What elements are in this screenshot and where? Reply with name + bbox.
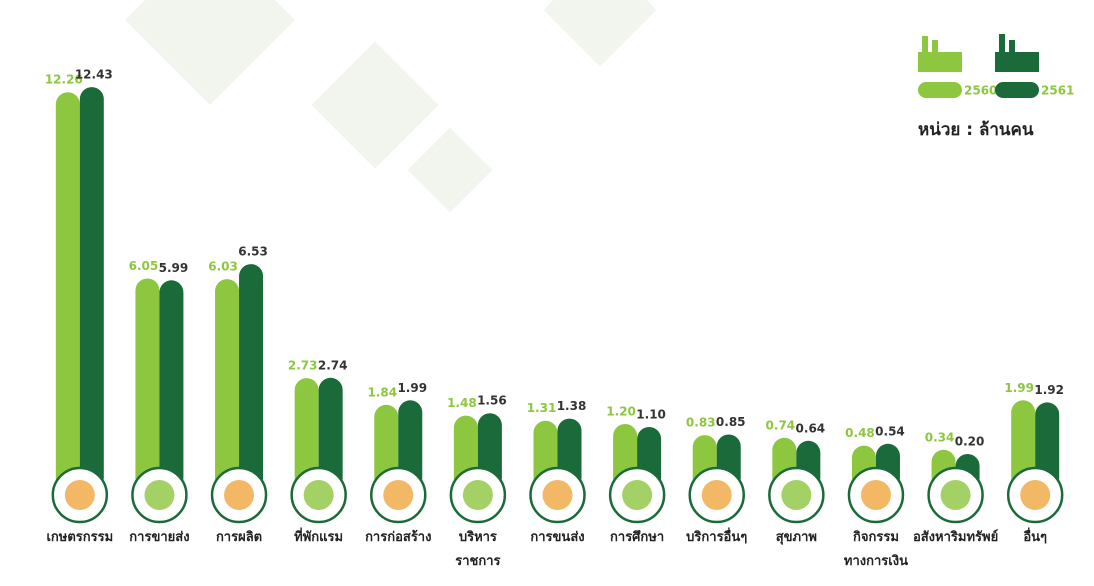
category-label: อื่นๆ (990, 526, 1080, 550)
category-icon-inner (144, 480, 174, 510)
bar (215, 279, 239, 490)
unit-label: หน่วย : ล้านคน (918, 116, 1034, 143)
chart: 12.2612.436.055.996.036.532.732.741.841.… (0, 0, 1094, 586)
category-icon-inner (781, 480, 811, 510)
value-label: 2.74 (318, 358, 348, 372)
value-label: 1.92 (1034, 383, 1064, 397)
value-label: 0.48 (845, 426, 875, 440)
value-label: 0.20 (955, 435, 985, 449)
legend-icons (918, 34, 1039, 72)
value-label: 0.83 (686, 416, 716, 430)
category-label: อสังหาริมทรัพย์ (911, 526, 1001, 550)
category-label: การขนส่ง (513, 526, 603, 550)
legend-label: 2561 (1041, 84, 1074, 98)
value-label: 1.31 (527, 401, 557, 415)
value-label: 6.05 (129, 259, 159, 273)
bar (159, 280, 183, 490)
category-label: กิจกรรม ทางการเงิน (831, 526, 921, 574)
category-icon-inner (941, 480, 971, 510)
category-icon-inner (861, 480, 891, 510)
value-label: 0.54 (875, 424, 905, 438)
value-label: 0.34 (925, 430, 955, 444)
category-label: การขายส่ง (114, 526, 204, 550)
legend-swatch (918, 82, 962, 98)
value-label: 12.43 (75, 68, 113, 82)
value-label: 5.99 (159, 261, 189, 275)
value-label: 1.10 (636, 408, 666, 422)
category-label: การผลิต (194, 526, 284, 550)
category-label: การก่อสร้าง (353, 526, 443, 550)
value-label: 1.38 (557, 399, 587, 413)
category-label: สุขภาพ (751, 526, 841, 550)
category-icon-inner (622, 480, 652, 510)
bar (80, 87, 104, 490)
category-icon-inner (224, 480, 254, 510)
value-label: 1.99 (397, 381, 427, 395)
category-icon-inner (702, 480, 732, 510)
background-decor (125, 0, 656, 212)
category-label: บริหาร ราชการ (433, 526, 523, 574)
value-label: 1.99 (1004, 381, 1034, 395)
legend-label: 2560 (964, 84, 997, 98)
bar (56, 92, 80, 490)
value-label: 0.85 (716, 415, 746, 429)
category-icon-inner (543, 480, 573, 510)
bar (135, 279, 159, 491)
category-label: เกษตรกรรม (35, 526, 125, 550)
infographic: 12.2612.436.055.996.036.532.732.741.841.… (0, 0, 1094, 586)
category-icon-inner (463, 480, 493, 510)
value-label: 0.74 (766, 418, 796, 432)
category-icon-inner (1020, 480, 1050, 510)
value-label: 1.56 (477, 394, 507, 408)
category-label: การศึกษา (592, 526, 682, 550)
category-icon-inner (304, 480, 334, 510)
category-label: บริการอื่นๆ (672, 526, 762, 550)
value-label: 2.73 (288, 359, 318, 373)
category-icon-inner (383, 480, 413, 510)
legend-swatch (995, 82, 1039, 98)
category-icon-inner (65, 480, 95, 510)
value-label: 6.03 (208, 260, 238, 274)
category-label: ที่พักแรม (274, 526, 364, 550)
value-label: 1.48 (447, 396, 477, 410)
value-label: 0.64 (796, 421, 826, 435)
value-label: 1.20 (606, 405, 636, 419)
value-label: 6.53 (238, 245, 268, 259)
value-label: 1.84 (367, 385, 397, 399)
bar (239, 264, 263, 490)
